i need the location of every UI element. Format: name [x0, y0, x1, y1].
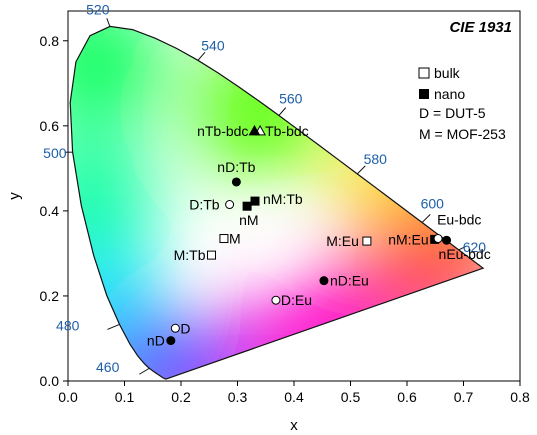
x-axis: 0.0 0.1 0.2 0.3 0.4 0.5 0.6 0.7 0.8	[58, 381, 530, 405]
y-tick-label: 0.2	[40, 288, 60, 304]
wavelength-tick	[197, 52, 206, 61]
x-tick-label: 0.8	[510, 389, 530, 405]
point-m	[219, 234, 229, 244]
point-neu-bdc	[442, 235, 452, 245]
wavelength-tick	[139, 367, 150, 375]
wavelength-tick	[106, 18, 111, 27]
x-tick-label: 0.5	[341, 389, 361, 405]
point-ntb-bdc-label: nTb-bdc	[197, 123, 248, 139]
point-nm-label: nM	[239, 212, 258, 228]
point-d-label: D	[180, 320, 190, 336]
point-m-label: M	[229, 231, 241, 247]
point-nd-eu	[319, 276, 329, 286]
point-ntb-bdc	[248, 124, 261, 136]
wavelength-tick	[458, 245, 467, 251]
point-nd-tb	[231, 177, 241, 187]
y-axis-title: y	[6, 192, 23, 200]
point-m-tb	[207, 250, 217, 260]
legend-dut5-label: D = DUT-5	[419, 105, 486, 121]
y-tick-label: 0.0	[40, 373, 60, 389]
chart-title: CIE 1931	[449, 19, 512, 36]
point-nd-eu-label: nD:Eu	[330, 273, 369, 289]
wavelength-tick	[278, 107, 287, 116]
point-d	[170, 323, 180, 333]
point-nm	[242, 201, 252, 211]
legend-nano-marker	[419, 89, 429, 99]
wavelength-label-560: 560	[279, 91, 303, 107]
wavelength-label-580: 580	[364, 151, 388, 167]
point-nd-label: nD	[147, 333, 165, 349]
y-tick-label: 0.6	[40, 118, 60, 134]
x-tick-label: 0.6	[397, 389, 417, 405]
wavelength-tick	[421, 214, 431, 223]
wavelength-label-540: 540	[201, 37, 225, 53]
wavelength-label-600: 600	[421, 195, 445, 211]
wavelength-label-620: 620	[463, 239, 487, 255]
wavelength-labels: 460 480 500 520 540 560 580 600 620	[43, 1, 486, 375]
point-d-tb	[225, 200, 235, 210]
x-tick-label: 0.2	[171, 389, 191, 405]
wavelength-label-480: 480	[56, 317, 80, 333]
x-tick-label: 0.1	[115, 389, 135, 405]
x-tick-label: 0.4	[284, 389, 304, 405]
point-nd	[166, 336, 176, 346]
spectral-locus-outline	[69, 25, 485, 380]
legend-bulk-label: bulk	[434, 65, 461, 81]
legend-mof253-label: M = MOF-253	[419, 126, 506, 142]
point-d-eu-label: D:Eu	[281, 292, 312, 308]
point-eu-bdc	[433, 234, 443, 244]
point-m-tb-label: M:Tb	[174, 247, 206, 263]
point-neu-bdc-label: nEu-bdc	[439, 246, 491, 262]
point-m-eu	[362, 236, 372, 246]
x-tick-label: 0.3	[228, 389, 248, 405]
legend-nano-label: nano	[434, 86, 465, 102]
x-tick-label: 0.0	[58, 389, 78, 405]
x-axis-title: x	[290, 417, 298, 434]
point-m-eu-label: M:Eu	[326, 233, 359, 249]
data-points: Tb-bdc nTb-bdc nD:Tb D:Tb nM:Tb nM M M:Tb M:Eu nM…	[147, 123, 491, 349]
point-nm-tb-label: nM:Tb	[263, 191, 303, 207]
wavelength-label-500: 500	[43, 145, 67, 161]
point-eu-bdc-label: Eu-bdc	[437, 212, 481, 228]
y-axis: 0.0 0.2 0.4 0.6 0.8	[40, 33, 68, 389]
point-nm-tb	[250, 196, 260, 206]
point-nm-eu-label: nM:Eu	[388, 231, 428, 247]
y-tick-label: 0.4	[40, 203, 60, 219]
wavelength-tick	[356, 165, 366, 175]
point-tb-bdc-label: Tb-bdc	[265, 123, 309, 139]
y-tick-label: 0.8	[40, 33, 60, 49]
point-d-eu	[271, 295, 281, 305]
wavelength-tick	[107, 323, 120, 330]
wavelength-label-520: 520	[86, 1, 110, 17]
legend: bulk nano D = DUT-5 M = MOF-253	[418, 65, 506, 142]
legend-bulk-marker	[418, 67, 430, 79]
point-d-tb-label: D:Tb	[189, 197, 220, 213]
point-nd-tb-label: nD:Tb	[217, 159, 255, 175]
x-tick-label: 0.7	[454, 389, 474, 405]
spectral-locus-area	[70, 26, 484, 380]
wavelength-label-460: 460	[96, 359, 120, 375]
